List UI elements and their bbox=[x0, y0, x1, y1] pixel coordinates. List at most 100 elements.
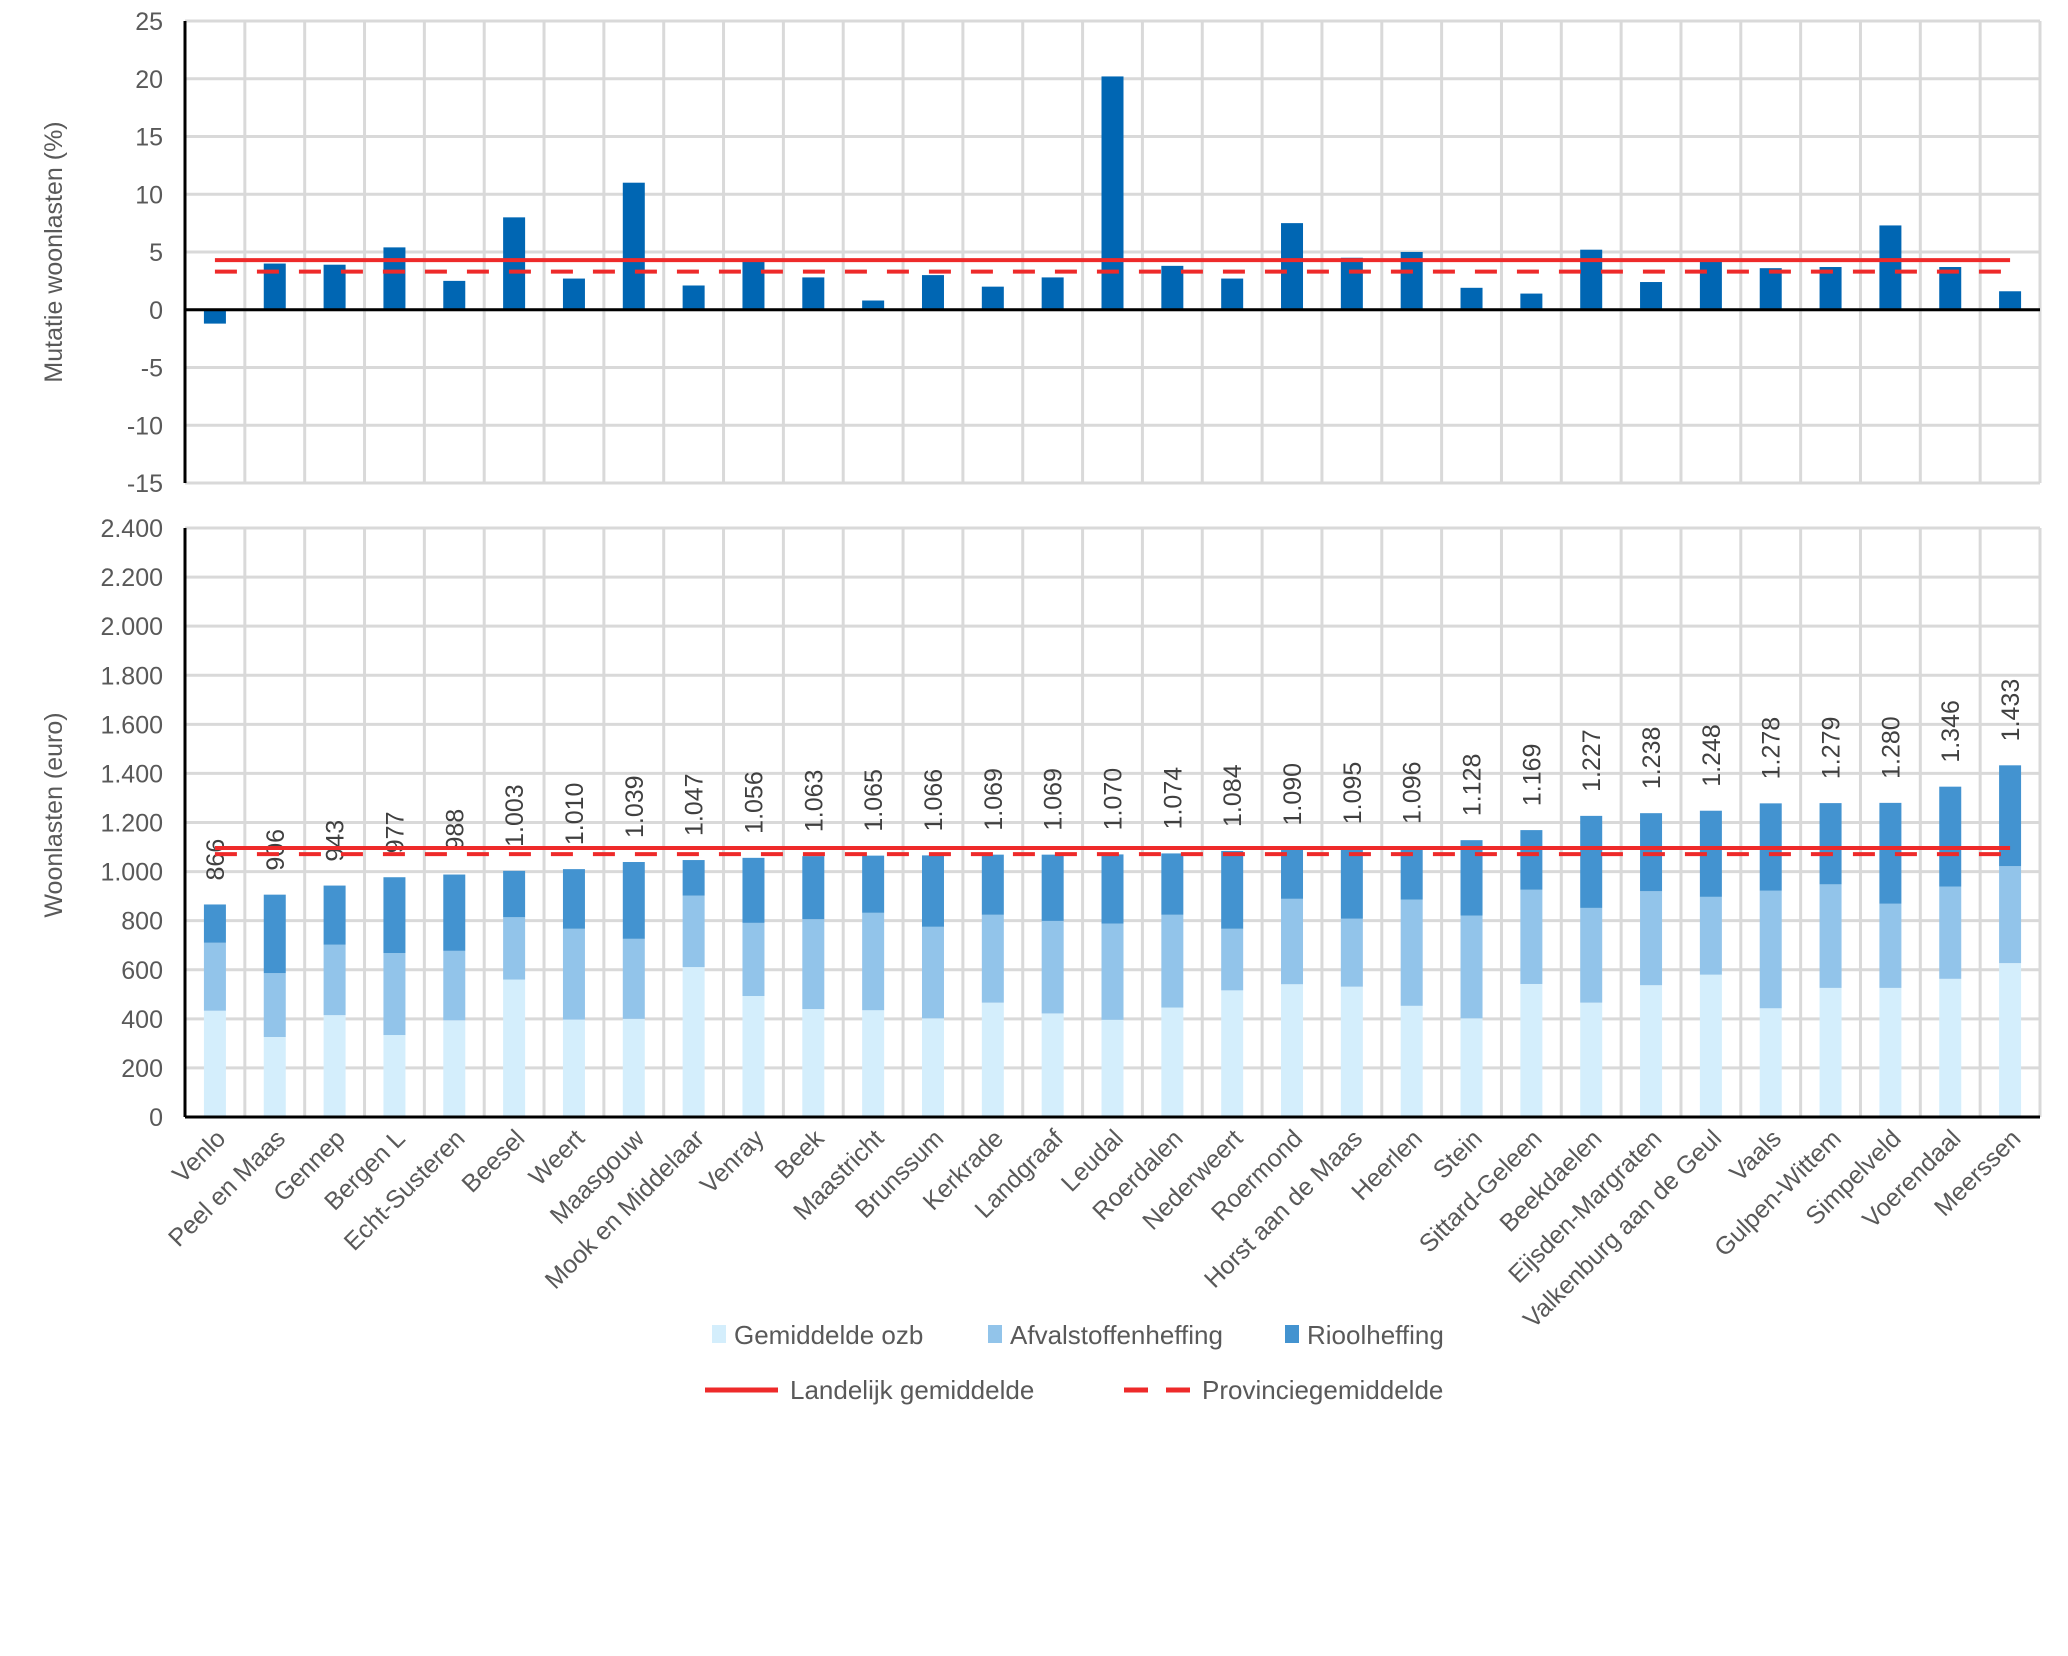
bar-segment-ozb bbox=[1161, 1007, 1184, 1117]
legend-label: Rioolheffing bbox=[1307, 1320, 1444, 1350]
bar-segment-afvalstoffenheffing bbox=[1041, 920, 1064, 1014]
bar-mutatie bbox=[802, 277, 825, 310]
bar-segment-ozb bbox=[1999, 963, 2022, 1117]
y-tick-label: -5 bbox=[141, 355, 163, 383]
y-tick-label: 1.400 bbox=[100, 760, 163, 788]
total-data-label: 1.169 bbox=[1518, 744, 1546, 807]
bar-segment-rioolheffing bbox=[1939, 786, 1962, 887]
bar-segment-ozb bbox=[1759, 1008, 1782, 1117]
y-tick-label: 600 bbox=[121, 957, 163, 985]
legend-label: Gemiddelde ozb bbox=[734, 1320, 923, 1350]
total-data-label: 1.346 bbox=[1937, 700, 1965, 763]
total-data-label: 1.128 bbox=[1459, 754, 1487, 817]
bar-segment-afvalstoffenheffing bbox=[862, 912, 885, 1011]
bar-segment-rioolheffing bbox=[622, 862, 645, 939]
x-category-label: Venray bbox=[695, 1124, 770, 1199]
total-data-label: 1.238 bbox=[1638, 727, 1666, 790]
bar-mutatie bbox=[562, 278, 585, 310]
bar-segment-ozb bbox=[1400, 1005, 1423, 1117]
bar-segment-rioolheffing bbox=[802, 856, 825, 920]
bar-segment-ozb bbox=[1939, 978, 1962, 1117]
bar-segment-afvalstoffenheffing bbox=[323, 944, 346, 1016]
y-tick-label: 800 bbox=[121, 908, 163, 936]
bar-segment-ozb bbox=[263, 1036, 286, 1117]
bar-segment-afvalstoffenheffing bbox=[1400, 899, 1423, 1006]
total-data-label: 1.227 bbox=[1578, 729, 1606, 792]
bar-segment-rioolheffing bbox=[1041, 854, 1064, 921]
bar-segment-afvalstoffenheffing bbox=[742, 922, 765, 997]
bar-segment-rioolheffing bbox=[1520, 830, 1543, 890]
bar-mutatie bbox=[981, 286, 1004, 310]
bar-mutatie bbox=[1281, 223, 1304, 310]
x-category-label: Beesel bbox=[456, 1124, 530, 1198]
bar-segment-afvalstoffenheffing bbox=[1281, 898, 1304, 985]
bar-mutatie bbox=[503, 217, 526, 310]
bar-segment-afvalstoffenheffing bbox=[1221, 928, 1244, 991]
bar-mutatie bbox=[1699, 261, 1722, 310]
y-tick-label: 2.200 bbox=[100, 564, 163, 592]
bar-segment-afvalstoffenheffing bbox=[1520, 889, 1543, 984]
total-data-label: 1.090 bbox=[1279, 763, 1307, 826]
bar-mutatie bbox=[742, 260, 765, 310]
y-tick-label: 10 bbox=[135, 181, 163, 209]
total-data-label: 1.280 bbox=[1877, 716, 1905, 779]
bar-segment-rioolheffing bbox=[1879, 802, 1902, 904]
bar-mutatie bbox=[862, 300, 885, 310]
bar-segment-rioolheffing bbox=[383, 877, 406, 954]
bar-mutatie bbox=[1101, 76, 1124, 310]
total-data-label: 988 bbox=[441, 809, 469, 851]
bar-segment-ozb bbox=[862, 1010, 885, 1117]
bar-segment-rioolheffing bbox=[203, 904, 226, 943]
total-data-label: 1.056 bbox=[740, 771, 768, 834]
bar-segment-rioolheffing bbox=[562, 869, 585, 929]
total-data-label: 1.066 bbox=[920, 769, 948, 832]
y-tick-label: -10 bbox=[127, 412, 163, 440]
bar-segment-ozb bbox=[323, 1015, 346, 1117]
bar-segment-rioolheffing bbox=[862, 855, 885, 913]
y-tick-label: 1.800 bbox=[100, 662, 163, 690]
bar-segment-ozb bbox=[981, 1002, 1004, 1117]
bar-mutatie bbox=[1759, 268, 1782, 310]
bar-mutatie bbox=[1999, 291, 2022, 310]
total-data-label: 1.039 bbox=[621, 775, 649, 838]
bar-mutatie bbox=[622, 182, 645, 310]
bar-segment-ozb bbox=[1520, 983, 1543, 1117]
bar-segment-rioolheffing bbox=[1819, 803, 1842, 885]
y-tick-label: 2.000 bbox=[100, 613, 163, 641]
bar-segment-rioolheffing bbox=[1699, 810, 1722, 897]
bar-mutatie bbox=[1939, 267, 1962, 310]
total-data-label: 1.010 bbox=[561, 783, 589, 846]
legend-label: Provinciegemiddelde bbox=[1202, 1375, 1443, 1405]
bar-segment-ozb bbox=[682, 967, 705, 1117]
bar-segment-afvalstoffenheffing bbox=[383, 953, 406, 1036]
bar-segment-rioolheffing bbox=[1460, 840, 1483, 916]
bar-segment-rioolheffing bbox=[742, 857, 765, 923]
legend-swatch-riool bbox=[1285, 1325, 1299, 1343]
bar-segment-ozb bbox=[1819, 987, 1842, 1117]
bar-mutatie bbox=[1400, 252, 1423, 310]
bar-mutatie bbox=[1340, 257, 1363, 310]
bar-segment-afvalstoffenheffing bbox=[263, 973, 286, 1037]
bar-segment-ozb bbox=[1460, 1018, 1483, 1117]
bar-segment-afvalstoffenheffing bbox=[1759, 890, 1782, 1009]
legend-swatch-afval bbox=[988, 1325, 1002, 1343]
total-data-label: 866 bbox=[202, 839, 230, 881]
bar-segment-ozb bbox=[503, 979, 526, 1117]
bar-segment-ozb bbox=[1699, 974, 1722, 1117]
bar-segment-ozb bbox=[1281, 984, 1304, 1117]
bar-mutatie bbox=[1041, 277, 1064, 310]
bar-segment-ozb bbox=[1640, 985, 1663, 1117]
legend-label: Landelijk gemiddelde bbox=[790, 1375, 1034, 1405]
bar-segment-ozb bbox=[1340, 986, 1363, 1117]
bar-mutatie bbox=[383, 247, 406, 310]
bar-segment-ozb bbox=[1879, 987, 1902, 1117]
total-data-label: 1.063 bbox=[800, 770, 828, 833]
bar-segment-afvalstoffenheffing bbox=[1101, 923, 1124, 1020]
bar-segment-afvalstoffenheffing bbox=[1819, 884, 1842, 988]
bar-segment-ozb bbox=[1580, 1002, 1603, 1117]
total-data-label: 1.095 bbox=[1339, 762, 1367, 825]
total-data-label: 1.065 bbox=[860, 769, 888, 832]
total-data-label: 1.278 bbox=[1758, 717, 1786, 780]
bar-segment-ozb bbox=[383, 1035, 406, 1117]
